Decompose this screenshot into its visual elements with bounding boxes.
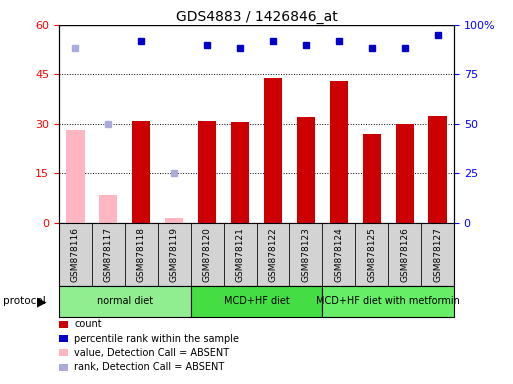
Text: GSM878118: GSM878118 — [137, 227, 146, 282]
Bar — [363, 134, 381, 223]
Text: GSM878127: GSM878127 — [433, 227, 442, 282]
Bar — [330, 81, 348, 223]
Bar — [396, 124, 413, 223]
Text: count: count — [74, 319, 102, 329]
Bar — [165, 218, 183, 223]
Bar — [256, 223, 289, 286]
Text: GSM878126: GSM878126 — [400, 227, 409, 282]
Text: normal diet: normal diet — [97, 296, 153, 306]
Text: protocol: protocol — [3, 296, 45, 306]
Bar — [421, 223, 454, 286]
Text: percentile rank within the sample: percentile rank within the sample — [74, 334, 240, 344]
Text: rank, Detection Call = ABSENT: rank, Detection Call = ABSENT — [74, 362, 225, 372]
Text: value, Detection Call = ABSENT: value, Detection Call = ABSENT — [74, 348, 229, 358]
Bar — [388, 223, 421, 286]
Text: GSM878117: GSM878117 — [104, 227, 113, 282]
Text: GSM878119: GSM878119 — [170, 227, 179, 282]
Bar — [428, 116, 447, 223]
Bar — [231, 122, 249, 223]
Bar — [59, 223, 92, 286]
Text: GSM878120: GSM878120 — [203, 227, 212, 282]
Bar — [264, 78, 282, 223]
Bar — [224, 223, 256, 286]
Bar — [322, 286, 454, 317]
Bar — [355, 223, 388, 286]
Text: GSM878124: GSM878124 — [334, 227, 343, 282]
Bar — [322, 223, 355, 286]
Bar — [125, 223, 158, 286]
Bar — [132, 121, 150, 223]
Bar — [66, 131, 85, 223]
Bar — [191, 286, 322, 317]
Text: GSM878125: GSM878125 — [367, 227, 376, 282]
Text: GSM878121: GSM878121 — [235, 227, 245, 282]
Bar — [158, 223, 191, 286]
Text: GSM878123: GSM878123 — [301, 227, 310, 282]
Text: ▶: ▶ — [37, 295, 47, 308]
Bar — [297, 117, 315, 223]
Text: MCD+HF diet: MCD+HF diet — [224, 296, 289, 306]
Text: GSM878116: GSM878116 — [71, 227, 80, 282]
Bar — [59, 286, 191, 317]
Bar — [191, 223, 224, 286]
Bar — [289, 223, 322, 286]
Bar — [198, 121, 216, 223]
Bar — [100, 195, 117, 223]
Text: GSM878122: GSM878122 — [268, 227, 278, 282]
Title: GDS4883 / 1426846_at: GDS4883 / 1426846_at — [175, 10, 338, 24]
Bar — [92, 223, 125, 286]
Text: MCD+HF diet with metformin: MCD+HF diet with metformin — [316, 296, 460, 306]
